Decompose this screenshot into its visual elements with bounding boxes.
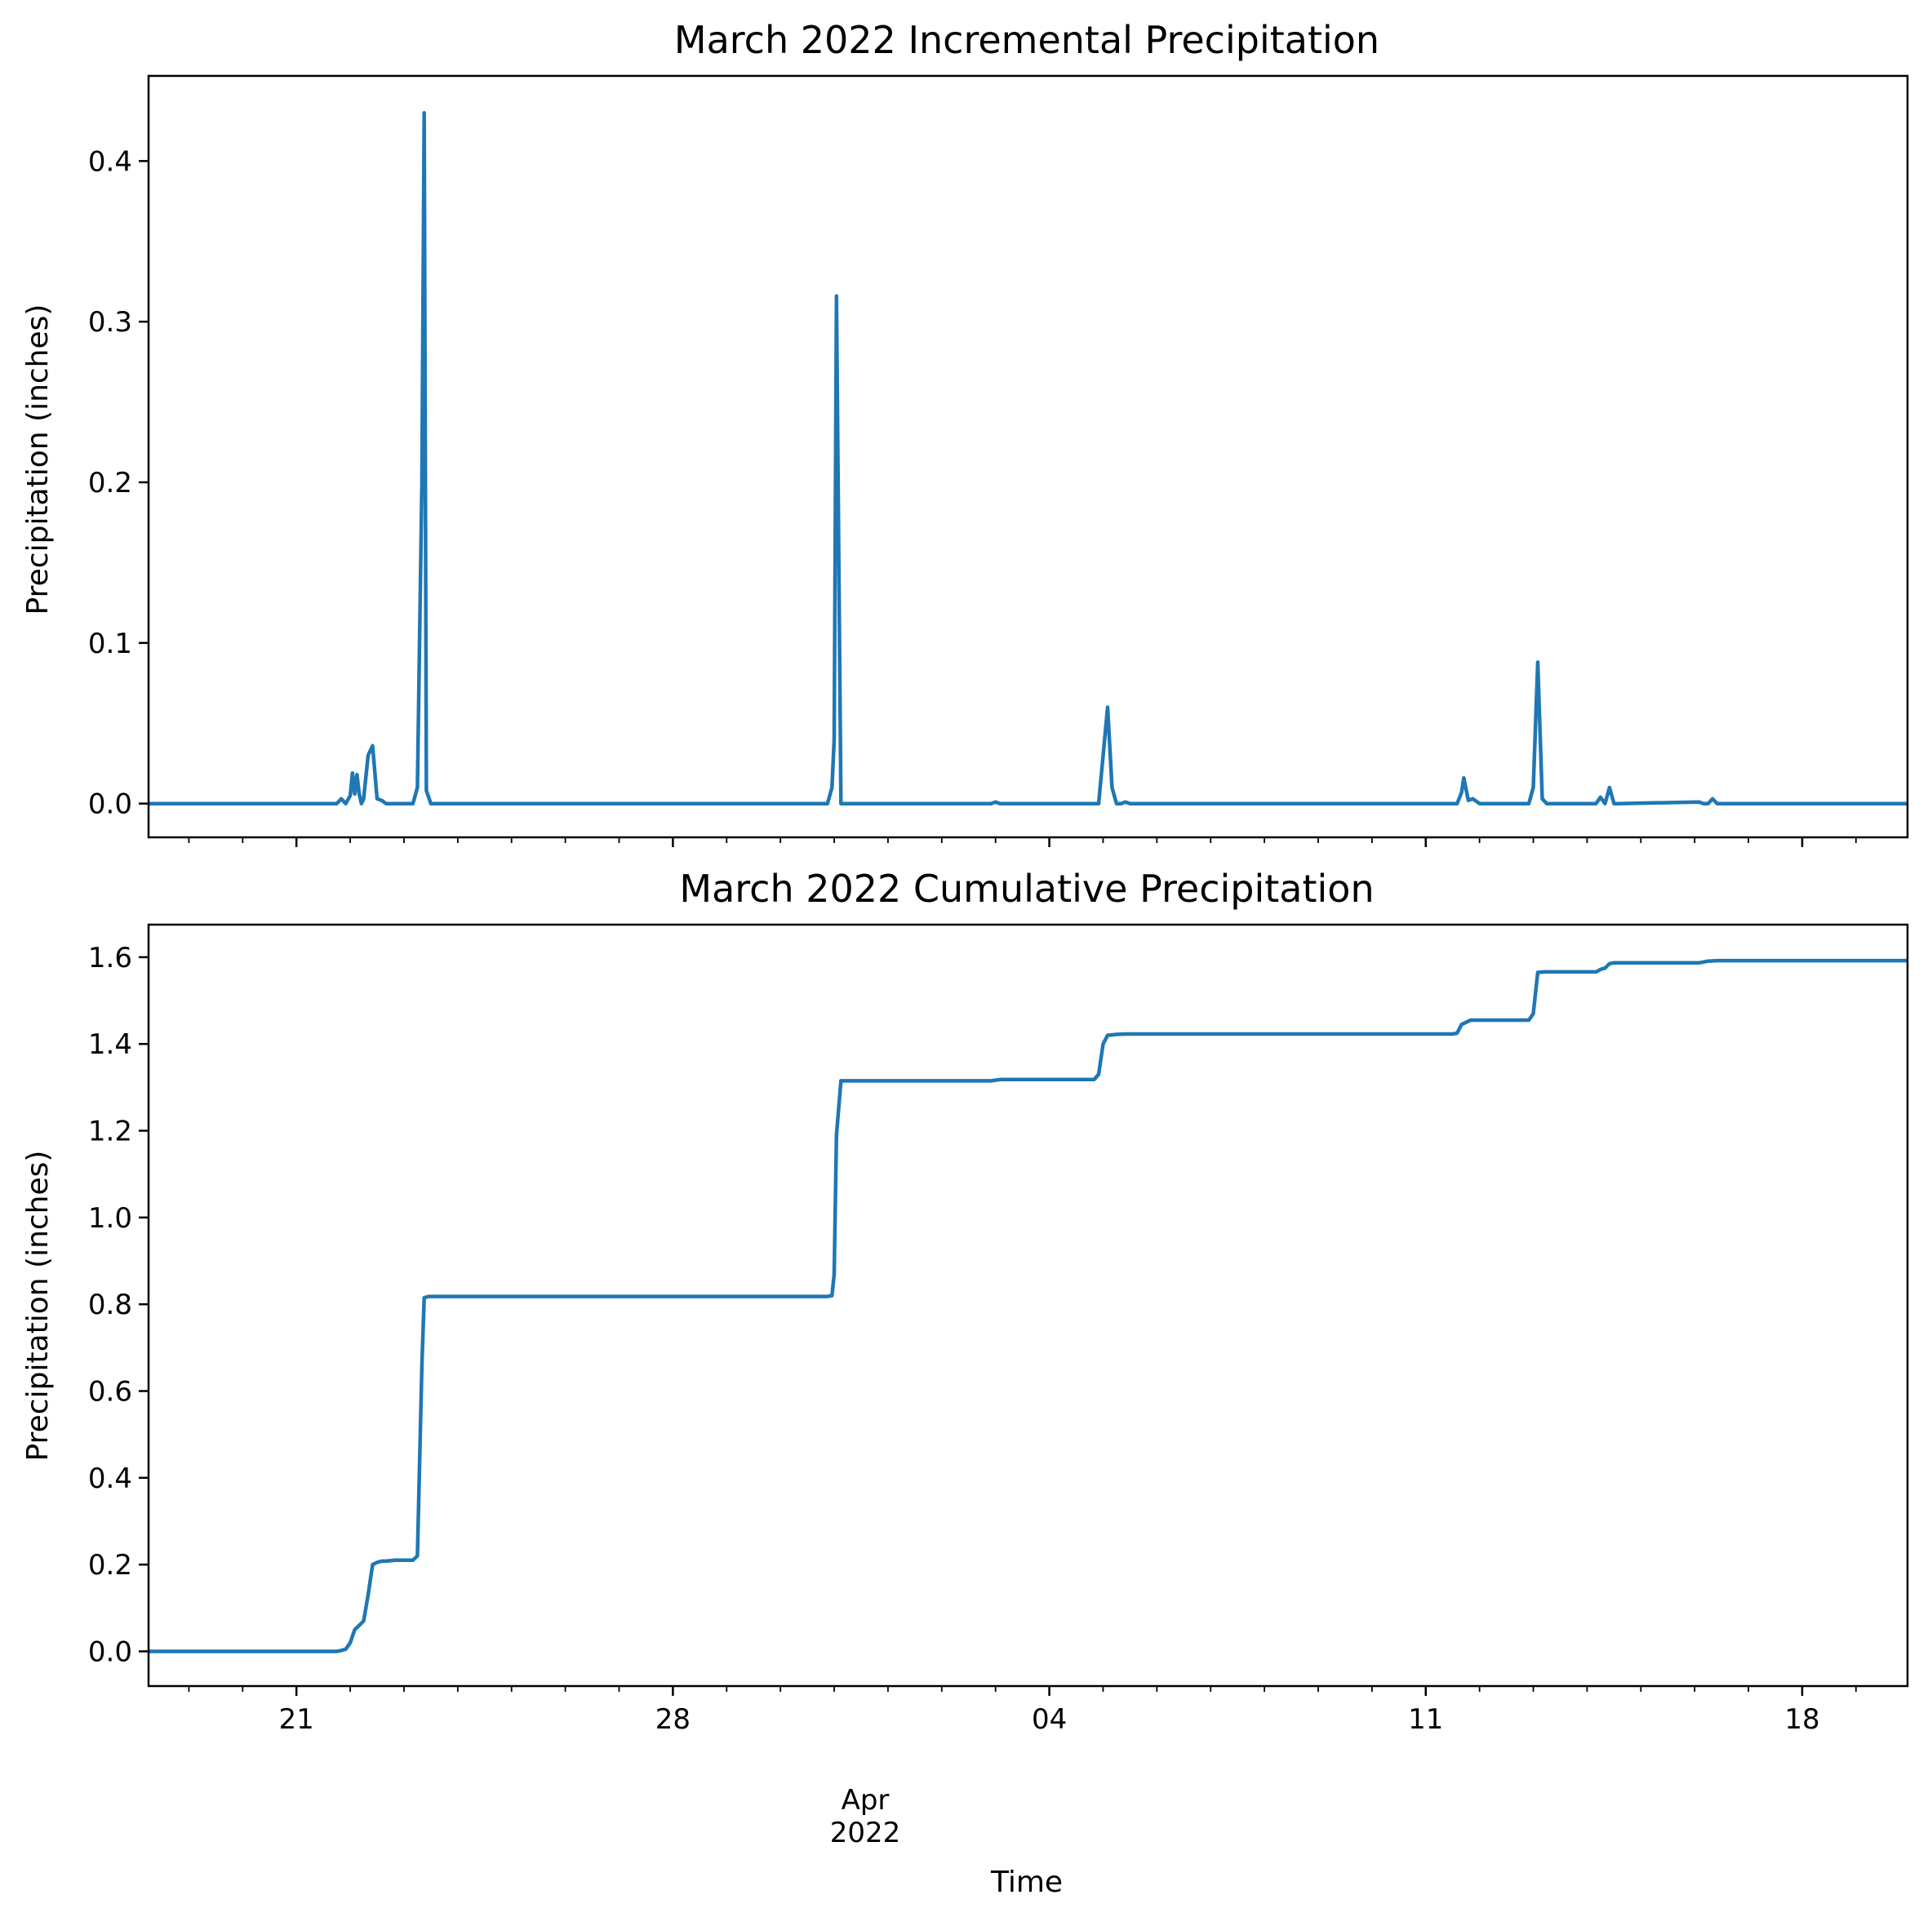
cumulative-ytick-label: 1.0 xyxy=(88,1202,132,1235)
cumulative-plot-frame xyxy=(147,923,1909,1688)
cumulative-ytick-label: 0.4 xyxy=(88,1462,132,1495)
cumulative-xtick-label: 18 xyxy=(1784,1703,1819,1736)
incremental-ytick-label: 0.4 xyxy=(88,145,132,178)
cumulative-chart-title: March 2022 Cumulative Precipitation xyxy=(679,867,1374,911)
cumulative-ytick-label: 1.4 xyxy=(88,1028,132,1061)
incremental-precipitation-line xyxy=(149,111,1908,805)
incremental-ytick-label: 0.0 xyxy=(88,788,132,821)
cumulative-xtick-label: 21 xyxy=(279,1703,314,1736)
incremental-ytick-label: 0.3 xyxy=(88,306,132,339)
cumulative-yticks: 0.0 0.2 0.4 0.6 0.8 1.0 1.2 1.4 1.6 xyxy=(88,942,149,1668)
cumulative-precipitation-line xyxy=(149,958,1908,1653)
cumulative-chart-xlabel: Time xyxy=(990,1866,1063,1899)
cumulative-ytick-label: 0.6 xyxy=(88,1375,132,1408)
incremental-chart-ylabel: Precipitation (inches) xyxy=(21,304,55,615)
x-offset-label-month: Apr xyxy=(842,1784,890,1817)
cumulative-ytick-label: 1.2 xyxy=(88,1116,132,1148)
incremental-chart-title: March 2022 Incremental Precipitation xyxy=(674,18,1379,62)
incremental-ytick-label: 0.1 xyxy=(88,628,132,660)
cumulative-ytick-label: 0.0 xyxy=(88,1635,132,1668)
x-offset-label-year: 2022 xyxy=(830,1817,901,1849)
cumulative-ytick-label: 0.8 xyxy=(88,1289,132,1321)
cumulative-ytick-label: 0.2 xyxy=(88,1549,132,1582)
incremental-plot-frame xyxy=(147,74,1909,839)
cumulative-chart-ylabel: Precipitation (inches) xyxy=(21,1151,55,1462)
cumulative-precipitation-chart: March 2022 Cumulative Precipitation Prec… xyxy=(21,867,1909,1899)
incremental-precipitation-chart: March 2022 Incremental Precipitation Pre… xyxy=(21,18,1909,847)
incremental-yticks: 0.0 0.1 0.2 0.3 0.4 xyxy=(88,145,149,821)
cumulative-xtick-label: 28 xyxy=(655,1703,691,1736)
cumulative-xticks: 21 28 04 11 18 xyxy=(188,1686,1857,1736)
cumulative-ytick-label: 1.6 xyxy=(88,942,132,974)
cumulative-xtick-label: 11 xyxy=(1408,1703,1443,1736)
incremental-ytick-label: 0.2 xyxy=(88,467,132,499)
cumulative-xtick-label: 04 xyxy=(1032,1703,1067,1736)
